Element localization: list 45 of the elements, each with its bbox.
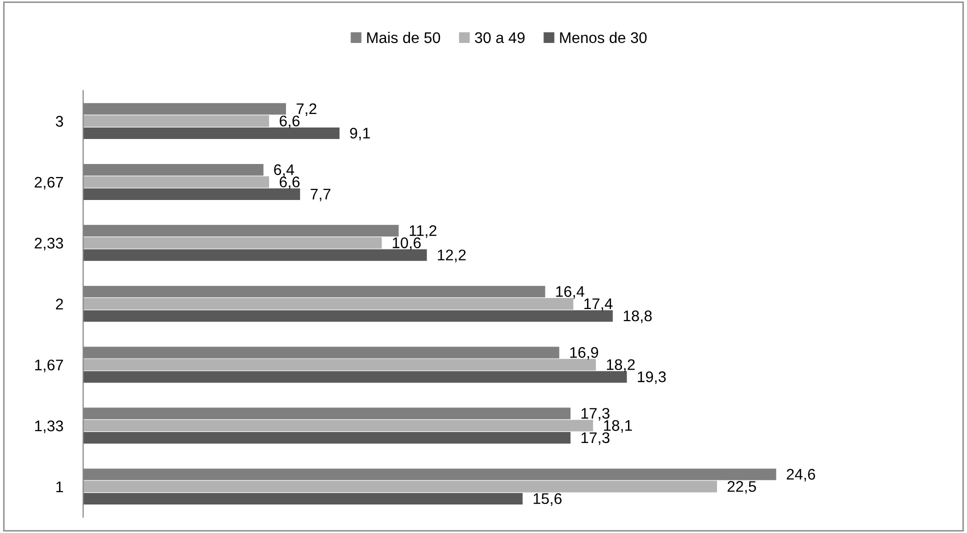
- data-label: 11,2: [410, 225, 436, 238]
- data-label: 9,1: [350, 128, 370, 140]
- data-label: 12,2: [438, 250, 466, 262]
- data-label: 18,1: [604, 420, 632, 433]
- y-tick-label: 2,67: [34, 176, 63, 190]
- bar: [83, 127, 340, 140]
- legend-label: Menos de 30: [560, 32, 647, 44]
- bar: [83, 480, 718, 492]
- data-label: 7,7: [310, 188, 330, 202]
- bar: [83, 115, 270, 127]
- data-label: 6,4: [274, 164, 294, 177]
- data-label: 19,3: [638, 371, 666, 384]
- bar: [83, 492, 523, 505]
- y-tick-label: 1: [56, 482, 63, 492]
- y-tick-label: 1,67: [35, 360, 63, 372]
- bar: [83, 176, 270, 188]
- data-label: 18,8: [624, 310, 652, 324]
- data-label: 16,4: [556, 286, 584, 299]
- data-label: 7,2: [296, 103, 316, 116]
- data-label: 15,6: [534, 493, 562, 506]
- data-label: 10,6: [392, 237, 421, 250]
- bar: [83, 298, 574, 310]
- data-label: 18,2: [606, 359, 635, 372]
- data-label: 6,6: [280, 176, 300, 190]
- bar: [83, 310, 613, 322]
- data-label: 6,6: [280, 116, 300, 128]
- bar: [83, 249, 427, 261]
- y-tick-label: 1,33: [35, 420, 64, 434]
- legend-label: Mais de 50: [367, 32, 440, 44]
- data-label: 17,3: [582, 408, 610, 421]
- bar: [83, 358, 596, 371]
- y-tick-label: 2: [56, 298, 63, 310]
- bar: [83, 420, 594, 432]
- y-tick-label: 2,33: [34, 238, 64, 250]
- data-label: 24,6: [786, 468, 816, 482]
- data-label: 17,3: [582, 432, 610, 445]
- bar: [83, 432, 571, 444]
- data-label: 16,9: [570, 347, 598, 360]
- y-tick-label: 3: [56, 116, 64, 127]
- legend-label: 30 a 49: [474, 32, 525, 44]
- data-label: 17,4: [584, 298, 612, 311]
- bar: [83, 237, 382, 249]
- bar: [83, 371, 627, 383]
- bar: [83, 188, 300, 200]
- data-label: 22,5: [728, 481, 756, 494]
